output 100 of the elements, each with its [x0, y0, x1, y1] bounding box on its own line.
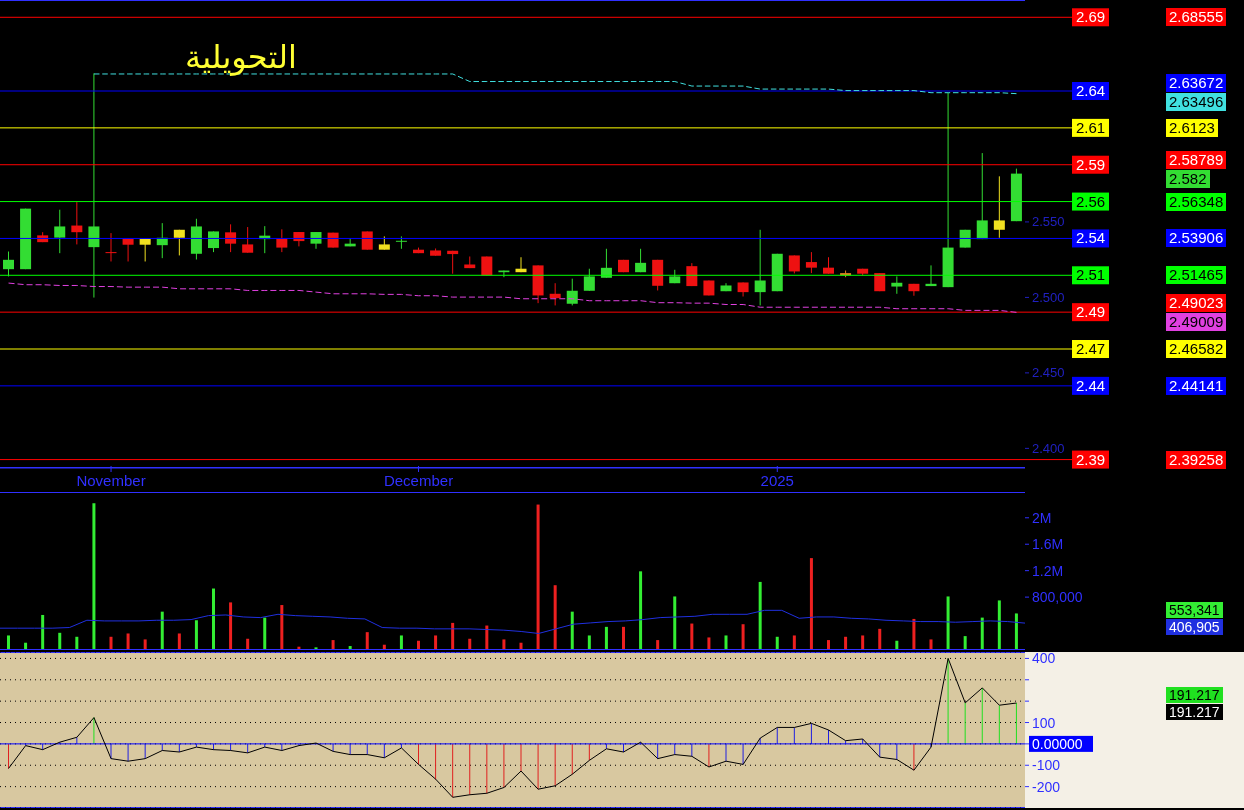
- candlestick: [993, 175, 1005, 239]
- text: 2.6123: [1166, 118, 1218, 137]
- bar: [844, 636, 848, 650]
- candlestick: [600, 248, 612, 279]
- text: 2.63496: [1166, 92, 1227, 111]
- bar: [758, 581, 762, 650]
- candlestick: [88, 72, 100, 299]
- text: 553,341: [1166, 601, 1223, 618]
- text: التحويلية: [185, 38, 297, 76]
- bar: [980, 617, 984, 650]
- candlestick: [208, 230, 219, 253]
- ref-line-label: 2.69: [1075, 8, 1106, 26]
- text: 406,905: [1166, 618, 1223, 635]
- candlestick: [54, 209, 66, 254]
- bar: [365, 632, 369, 650]
- bar: [229, 602, 233, 650]
- bar: [997, 600, 1001, 650]
- ref-line-label: 2.51: [1075, 266, 1106, 284]
- y-tick-label: 2.500: [1032, 289, 1065, 305]
- text: 2.51465: [1166, 266, 1227, 285]
- bar: [775, 636, 779, 650]
- bar: [536, 504, 540, 650]
- bar: [827, 640, 830, 650]
- text: 2.53906: [1166, 229, 1227, 248]
- ref-line-label: 2.59: [1075, 155, 1106, 173]
- y-tick-label: 1.6M: [1032, 536, 1064, 553]
- ref-line-label: 2.54: [1075, 229, 1106, 247]
- candlestick: [566, 278, 578, 306]
- bar: [656, 640, 660, 650]
- text: 2.63672: [1166, 73, 1227, 92]
- candlestick: [276, 228, 288, 253]
- line-series: [8, 282, 1017, 313]
- bar: [707, 637, 711, 650]
- ref-line-label: 2.61: [1075, 118, 1106, 136]
- bar: [604, 626, 608, 650]
- bar: [485, 625, 489, 650]
- y-tick-label: -200: [1032, 778, 1061, 795]
- y-tick-label: 2.450: [1032, 365, 1065, 381]
- bar: [331, 640, 335, 650]
- bar: [570, 611, 574, 650]
- y-tick-label: 800,000: [1032, 589, 1083, 606]
- text: 191.217: [1166, 703, 1223, 720]
- bar: [792, 635, 796, 650]
- ref-line-label: 2.44: [1075, 376, 1106, 394]
- bar: [912, 618, 916, 650]
- bar: [434, 635, 438, 650]
- text: 2.582: [1166, 169, 1210, 188]
- bar: [143, 639, 147, 650]
- bar: [741, 624, 745, 650]
- x-tick-label: December: [383, 472, 454, 489]
- text: 191.217: [1166, 686, 1223, 703]
- bar: [1014, 613, 1018, 650]
- bar: [724, 635, 728, 650]
- bar: [553, 585, 557, 650]
- bar: [109, 636, 113, 650]
- bar: [177, 633, 181, 650]
- candlestick: [71, 201, 83, 245]
- bar: [399, 635, 403, 650]
- text: 2.68555: [1166, 8, 1227, 27]
- bar: [451, 622, 455, 650]
- bar: [587, 635, 591, 650]
- text: 2.49023: [1166, 293, 1227, 312]
- candlestick: [3, 251, 14, 277]
- ref-line-label: 2.49: [1075, 303, 1106, 321]
- candlestick: [805, 251, 817, 274]
- text: 2.49009: [1166, 312, 1227, 331]
- bar: [126, 633, 130, 650]
- bar: [878, 628, 882, 650]
- candlestick: [225, 223, 237, 253]
- bar: [75, 636, 79, 650]
- x-tick-label: November: [76, 472, 146, 489]
- bar: [673, 596, 677, 650]
- y-tick-label: -100: [1032, 757, 1061, 774]
- text: 2.44141: [1166, 376, 1227, 395]
- candlestick: [173, 229, 185, 256]
- bar: [160, 611, 164, 650]
- candlestick: [549, 282, 561, 306]
- bar: [58, 632, 62, 650]
- candlestick: [242, 226, 254, 254]
- y-tick-label: 400: [1032, 650, 1056, 667]
- bar: [622, 626, 625, 650]
- candlestick: [105, 232, 117, 262]
- text: 2.39258: [1166, 450, 1227, 469]
- y-tick-label: 2.550: [1032, 214, 1065, 230]
- bar: [929, 639, 933, 650]
- candlestick: [976, 152, 988, 240]
- bar: [194, 620, 198, 650]
- ref-line-label: 2.64: [1075, 82, 1106, 99]
- ref-line-label: 2.47: [1075, 340, 1106, 358]
- bar: [212, 588, 215, 650]
- x-tick-label: 2025: [760, 472, 794, 489]
- y-tick-label: 2.400: [1032, 440, 1065, 456]
- ref-line-label: 2.56: [1075, 192, 1106, 210]
- bar: [92, 503, 96, 650]
- text: 2.56348: [1166, 192, 1227, 211]
- text: 2.58789: [1166, 150, 1227, 169]
- bar: [280, 605, 284, 650]
- y-tick-label: 1.2M: [1032, 562, 1064, 579]
- bar: [502, 639, 506, 650]
- bar: [690, 623, 694, 650]
